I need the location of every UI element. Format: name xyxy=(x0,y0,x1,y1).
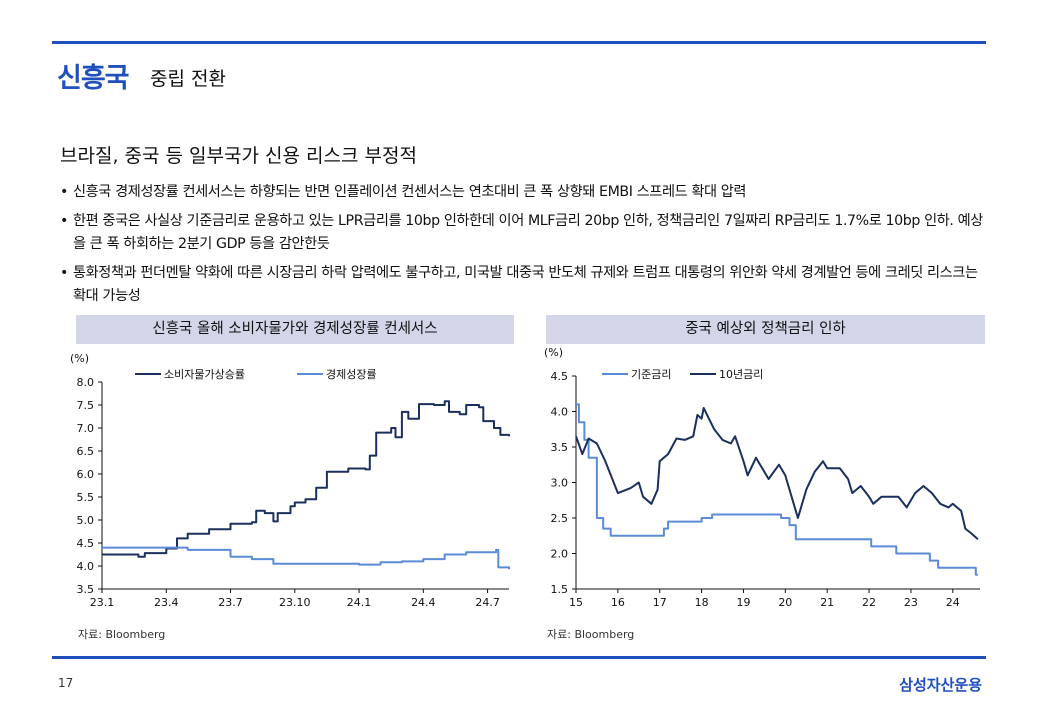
y-tick-label: 4.0 xyxy=(77,560,95,573)
x-tick-label: 24.7 xyxy=(475,596,500,609)
top-rule xyxy=(52,41,986,44)
chart-china-rates: (%) 1.5 2.0 2.5 3.0 3.5 4.0 4.5 15 16 17 18 19 20 21 22… xyxy=(544,346,980,609)
y-tick-label: 1.5 xyxy=(551,583,569,596)
x-tick-label: 24 xyxy=(946,596,960,609)
bottom-rule xyxy=(52,656,986,659)
y-tick-label: 5.0 xyxy=(77,514,95,527)
legend-label: 소비자물가상승률 xyxy=(164,368,245,381)
series-line-b xyxy=(102,546,510,570)
bullet-item: 통화정책과 펀더멘탈 약화에 따른 시장금리 하락 압력에도 불구하고, 미국발… xyxy=(60,262,990,308)
x-tick-label: 23.4 xyxy=(154,596,179,609)
series-line-a xyxy=(576,403,978,576)
chart-cpi-gdp: (%) 3.5 4.0 4.5 5.0 5.5 6.0 6.5 7.0 7.5 8.0 23.1 23.… xyxy=(70,352,510,609)
y-tick-label: 5.5 xyxy=(77,491,95,504)
legend-label: 기준금리 xyxy=(631,368,671,381)
x-tick-label: 23.7 xyxy=(218,596,243,609)
bullet-list: 신흥국 경제성장률 컨세서스는 하향되는 반면 인플레이션 컨센서스는 연초대비… xyxy=(60,181,990,314)
y-tick-label: 7.5 xyxy=(77,399,95,412)
y-tick-label: 3.5 xyxy=(551,441,569,454)
page-title: 신흥국 xyxy=(57,63,130,94)
section-heading: 브라질, 중국 등 일부국가 신용 리스크 부정적 xyxy=(60,145,417,167)
legend-label: 10년금리 xyxy=(719,368,763,381)
x-tick-label: 18 xyxy=(695,596,709,609)
chart-title-left: 신흥국 올해 소비자물가와 경제성장률 컨세서스 xyxy=(76,315,514,344)
series-line-b xyxy=(575,407,979,541)
x-tick-label: 19 xyxy=(736,596,750,609)
series-line-a xyxy=(102,400,510,558)
y-axis-unit: (%) xyxy=(544,346,563,359)
x-tick-label: 24.1 xyxy=(347,596,372,609)
y-tick-label: 6.5 xyxy=(77,445,95,458)
x-tick-label: 21 xyxy=(820,596,834,609)
x-tick-label: 24.4 xyxy=(411,596,436,609)
bullet-item: 한편 중국은 사실상 기준금리로 운용하고 있는 LPR금리를 10bp 인하한… xyxy=(60,210,990,256)
page-number: 17 xyxy=(58,676,74,690)
y-axis-unit: (%) xyxy=(70,352,89,365)
y-tick-label: 3.5 xyxy=(77,583,95,596)
bullet-item: 신흥국 경제성장률 컨세서스는 하향되는 반면 인플레이션 컨센서스는 연초대비… xyxy=(60,181,990,204)
x-tick-label: 23.1 xyxy=(90,596,115,609)
x-tick-label: 23 xyxy=(904,596,918,609)
chart-title-right: 중국 예상외 정책금리 인하 xyxy=(546,315,985,344)
y-tick-label: 4.5 xyxy=(551,370,569,383)
y-tick-label: 4.5 xyxy=(77,537,95,550)
x-tick-label: 20 xyxy=(778,596,792,609)
source-note-left: 자료: Bloomberg xyxy=(78,628,166,641)
y-tick-label: 4.0 xyxy=(551,406,569,419)
x-tick-label: 17 xyxy=(653,596,667,609)
x-tick-label: 16 xyxy=(611,596,625,609)
page-subtitle: 중립 전환 xyxy=(150,68,226,90)
legend-label: 경제성장률 xyxy=(326,368,377,381)
y-tick-label: 6.0 xyxy=(77,468,95,481)
y-tick-label: 3.0 xyxy=(551,477,569,490)
source-note-right: 자료: Bloomberg xyxy=(547,628,635,641)
y-tick-label: 7.0 xyxy=(77,422,95,435)
x-tick-label: 15 xyxy=(569,596,583,609)
y-tick-label: 8.0 xyxy=(77,376,95,389)
y-tick-label: 2.5 xyxy=(551,512,569,525)
brand-logo: 삼성자산운용 xyxy=(899,676,982,694)
x-tick-label: 22 xyxy=(862,596,876,609)
y-tick-label: 2.0 xyxy=(551,548,569,561)
x-tick-label: 23.10 xyxy=(279,596,311,609)
